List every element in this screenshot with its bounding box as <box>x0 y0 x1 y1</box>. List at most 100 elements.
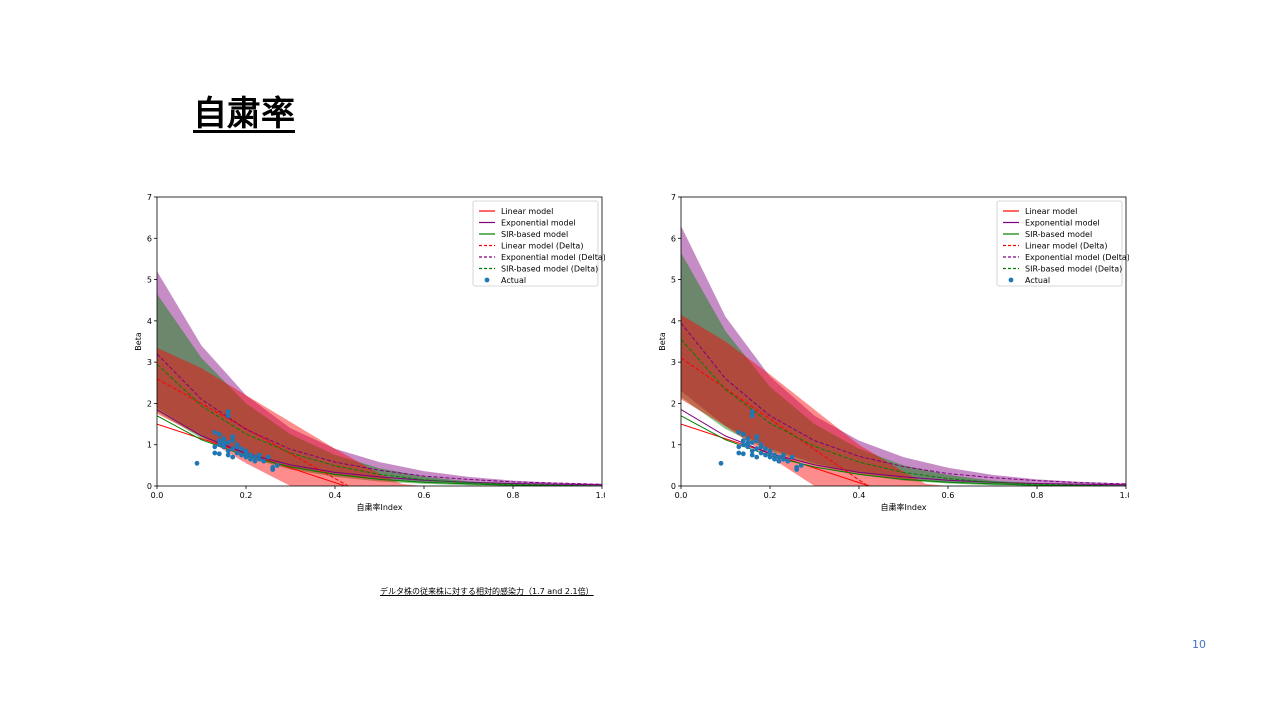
y-axis-label: Beta <box>658 332 667 351</box>
actual-point <box>740 438 746 443</box>
chart-right-svg: 0.0 0.2 0.4 0.6 0.8 1.0 0 1 2 3 4 5 6 7 自粛率Index Beta Li… <box>658 193 1129 512</box>
actual-point <box>776 458 782 464</box>
legend: Linear model Exponential model SIR-based m… <box>472 200 605 287</box>
legend-label: SIR-based model <box>1025 230 1092 239</box>
x-tick-label: 0.2 <box>764 491 777 500</box>
series-line-5 <box>157 363 602 486</box>
legend-label: SIR-based model <box>501 230 568 239</box>
actual-point <box>248 456 253 462</box>
actual-point <box>736 429 742 435</box>
actual-point <box>230 446 236 452</box>
x-tick-label: 0.8 <box>1031 491 1044 500</box>
actual-point <box>257 456 262 462</box>
x-tick-label: 0.4 <box>853 491 866 500</box>
y-tick-label: 5 <box>147 276 152 285</box>
actual-point <box>261 458 267 464</box>
y-tick-label: 0 <box>147 482 152 491</box>
series-line-5 <box>681 339 1126 486</box>
actual-point <box>767 454 773 460</box>
actual-point <box>772 456 777 462</box>
x-axis-label: 自粛率Index <box>356 502 402 512</box>
actual-point <box>216 442 222 448</box>
actual-point <box>248 452 253 458</box>
actual-point <box>749 452 755 458</box>
legend-swatch <box>484 277 490 283</box>
plot-frame <box>680 196 1127 487</box>
actual-point <box>798 463 804 468</box>
actual-point <box>763 446 768 452</box>
chart-left: 0.0 0.2 0.4 0.6 0.8 1.0 0 1 2 3 4 5 6 7 自粛率Index Beta Li… <box>125 185 605 515</box>
y-tick-label: 1 <box>147 441 152 450</box>
actual-point <box>221 436 227 441</box>
actual-point <box>225 409 231 415</box>
exponential-confidence-band <box>681 225 1126 486</box>
actual-point <box>252 458 258 464</box>
series-line-3 <box>681 357 869 486</box>
legend-label: SIR-based model (Delta) <box>1025 265 1122 274</box>
actual-point <box>749 413 755 419</box>
actual-point <box>212 450 218 456</box>
actual-point <box>740 442 746 448</box>
x-tick-label: 1.0 <box>596 491 605 500</box>
y-tick-label: 4 <box>671 317 676 326</box>
page-number: 10 <box>1192 638 1206 651</box>
y-tick-label: 5 <box>671 276 676 285</box>
actual-point <box>785 458 791 464</box>
y-tick-label: 1 <box>671 441 676 450</box>
y-tick-label: 6 <box>147 234 152 243</box>
actual-point <box>243 450 249 456</box>
actual-point <box>758 442 764 448</box>
legend-label: Exponential model <box>1025 219 1100 228</box>
legend-label: Linear model (Delta) <box>1025 242 1107 251</box>
y-tick-label: 2 <box>671 399 676 408</box>
x-axis-label: 自粛率Index <box>880 502 926 512</box>
actual-point <box>270 465 276 470</box>
actual-point <box>257 452 262 458</box>
x-tick-label: 0.6 <box>942 491 955 500</box>
legend-label: Exponential model (Delta) <box>501 253 605 262</box>
linear-confidence-band <box>157 347 424 486</box>
actual-point <box>225 413 231 419</box>
actual-point <box>776 454 782 460</box>
actual-point <box>216 438 222 443</box>
actual-point <box>225 440 231 445</box>
sir-confidence-band <box>157 294 602 486</box>
y-tick-label: 6 <box>671 234 676 243</box>
actual-point <box>221 442 227 448</box>
actual-point <box>772 452 777 458</box>
actual-point <box>745 442 751 448</box>
y-tick-label: 3 <box>147 358 152 367</box>
actual-point <box>212 429 218 435</box>
actual-point <box>749 448 755 454</box>
actual-point <box>794 465 800 470</box>
legend: Linear model Exponential model SIR-based m… <box>996 200 1129 287</box>
actual-point <box>767 450 773 456</box>
actual-point <box>758 450 764 456</box>
series-line-3 <box>157 378 349 486</box>
y-tick-label: 7 <box>147 193 152 202</box>
y-tick-label: 7 <box>671 193 676 202</box>
legend-box <box>996 200 1123 287</box>
actual-point <box>789 454 795 460</box>
legend-label: Linear model <box>501 207 553 216</box>
y-tick-label: 3 <box>671 358 676 367</box>
linear-confidence-band <box>681 314 948 486</box>
actual-point <box>252 454 258 460</box>
actual-point <box>754 454 760 460</box>
actual-point <box>736 450 742 456</box>
x-tick-label: 0.2 <box>240 491 253 500</box>
actual-point <box>230 454 236 460</box>
plot-area <box>681 225 1126 486</box>
y-tick-label: 2 <box>147 399 152 408</box>
legend-box <box>472 200 599 287</box>
legend-label: Linear model (Delta) <box>501 242 583 251</box>
x-tick-label: 0.4 <box>329 491 342 500</box>
actual-point <box>230 438 236 443</box>
actual-point <box>212 444 218 450</box>
y-tick-label: 4 <box>147 317 152 326</box>
legend-label: Actual <box>501 276 526 285</box>
chart-right: 0.0 0.2 0.4 0.6 0.8 1.0 0 1 2 3 4 5 6 7 自粛率Index Beta Li… <box>649 185 1129 515</box>
x-tick-label: 0.8 <box>507 491 520 500</box>
legend-label: Exponential model (Delta) <box>1025 253 1129 262</box>
actual-point <box>763 452 768 458</box>
